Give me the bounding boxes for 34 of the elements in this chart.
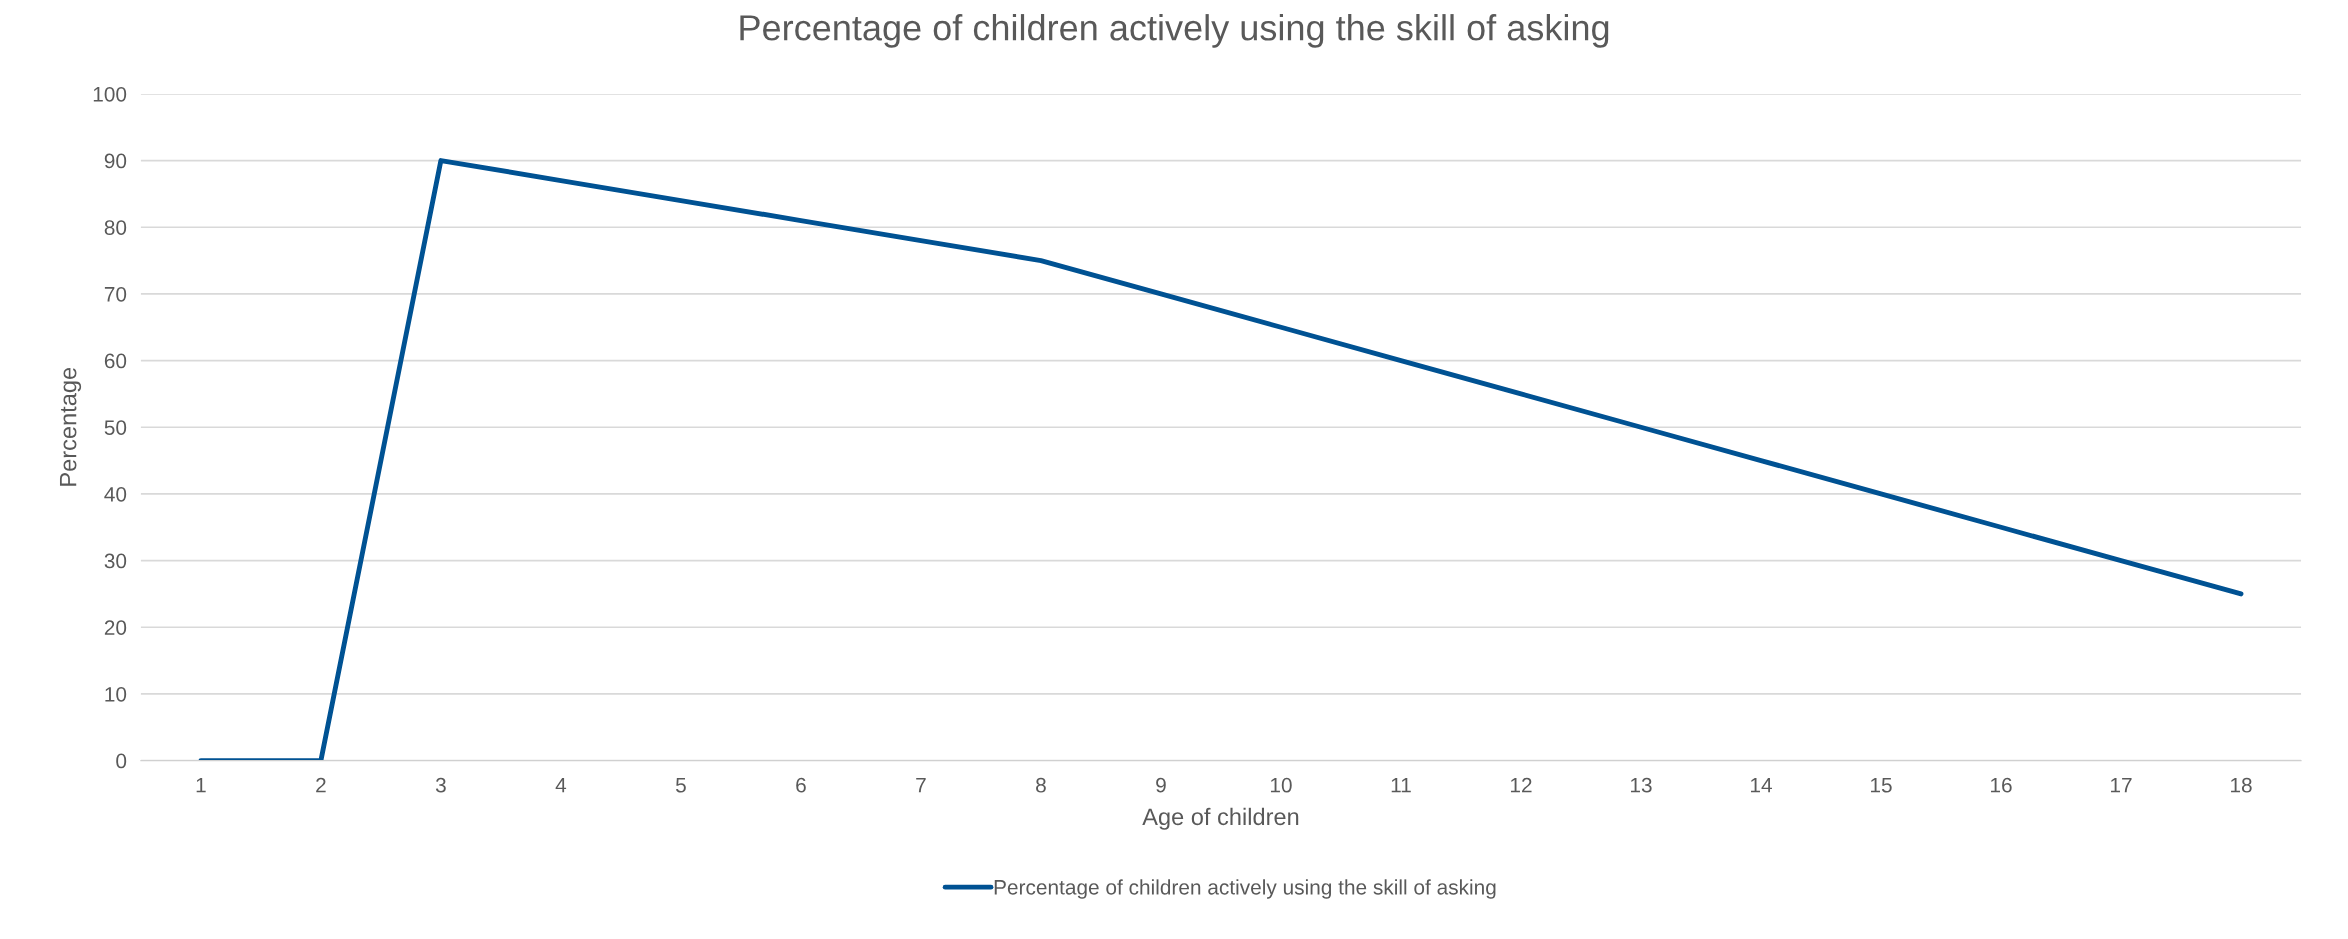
y-axis-title: Percentage — [59, 367, 82, 486]
x-tick-label: 12 — [1510, 777, 1532, 793]
x-tick-label: 5 — [675, 778, 686, 793]
x-tick-label: 18 — [2231, 777, 2252, 793]
y-tick-label: 10 — [105, 686, 127, 702]
x-tick-label: 13 — [1630, 777, 1652, 793]
chart-title: Percentage of children actively using the skill of asking — [740, 14, 1609, 48]
x-tick-label: 10 — [1270, 777, 1292, 793]
x-tick-label: 8 — [1036, 777, 1046, 793]
y-tick-label: 90 — [104, 153, 127, 169]
x-tick-label: 17 — [2111, 778, 2132, 793]
y-tick-label: 50 — [104, 420, 127, 435]
x-tick-label: 6 — [796, 777, 806, 793]
y-tick-label: 100 — [93, 86, 127, 102]
line-series — [198, 158, 2244, 761]
legend-label: Percentage of children actively using the skill of asking — [994, 879, 1496, 899]
x-tick-label: 3 — [435, 777, 446, 793]
y-tick-label: 40 — [104, 486, 127, 502]
y-tick-label: 0 — [116, 753, 127, 769]
x-tick-label: 2 — [316, 777, 326, 793]
x-tick-label: 9 — [1156, 777, 1166, 793]
x-axis-title: Age of children — [1142, 807, 1299, 830]
x-tick-label: 7 — [916, 778, 926, 793]
x-tick-label: 11 — [1391, 778, 1411, 793]
y-tick-label: 60 — [104, 353, 127, 369]
x-tick-label: 15 — [1871, 778, 1892, 793]
y-tick-label: 20 — [104, 620, 127, 636]
x-tick-label: 14 — [1751, 778, 1772, 793]
x-tick-label: 4 — [555, 778, 567, 793]
y-tick-label: 30 — [104, 553, 127, 569]
y-tick-label: 80 — [104, 220, 127, 235]
x-tick-label: 16 — [1991, 777, 2012, 793]
x-tick-label: 1 — [196, 778, 206, 793]
y-tick-label: 70 — [104, 286, 127, 302]
